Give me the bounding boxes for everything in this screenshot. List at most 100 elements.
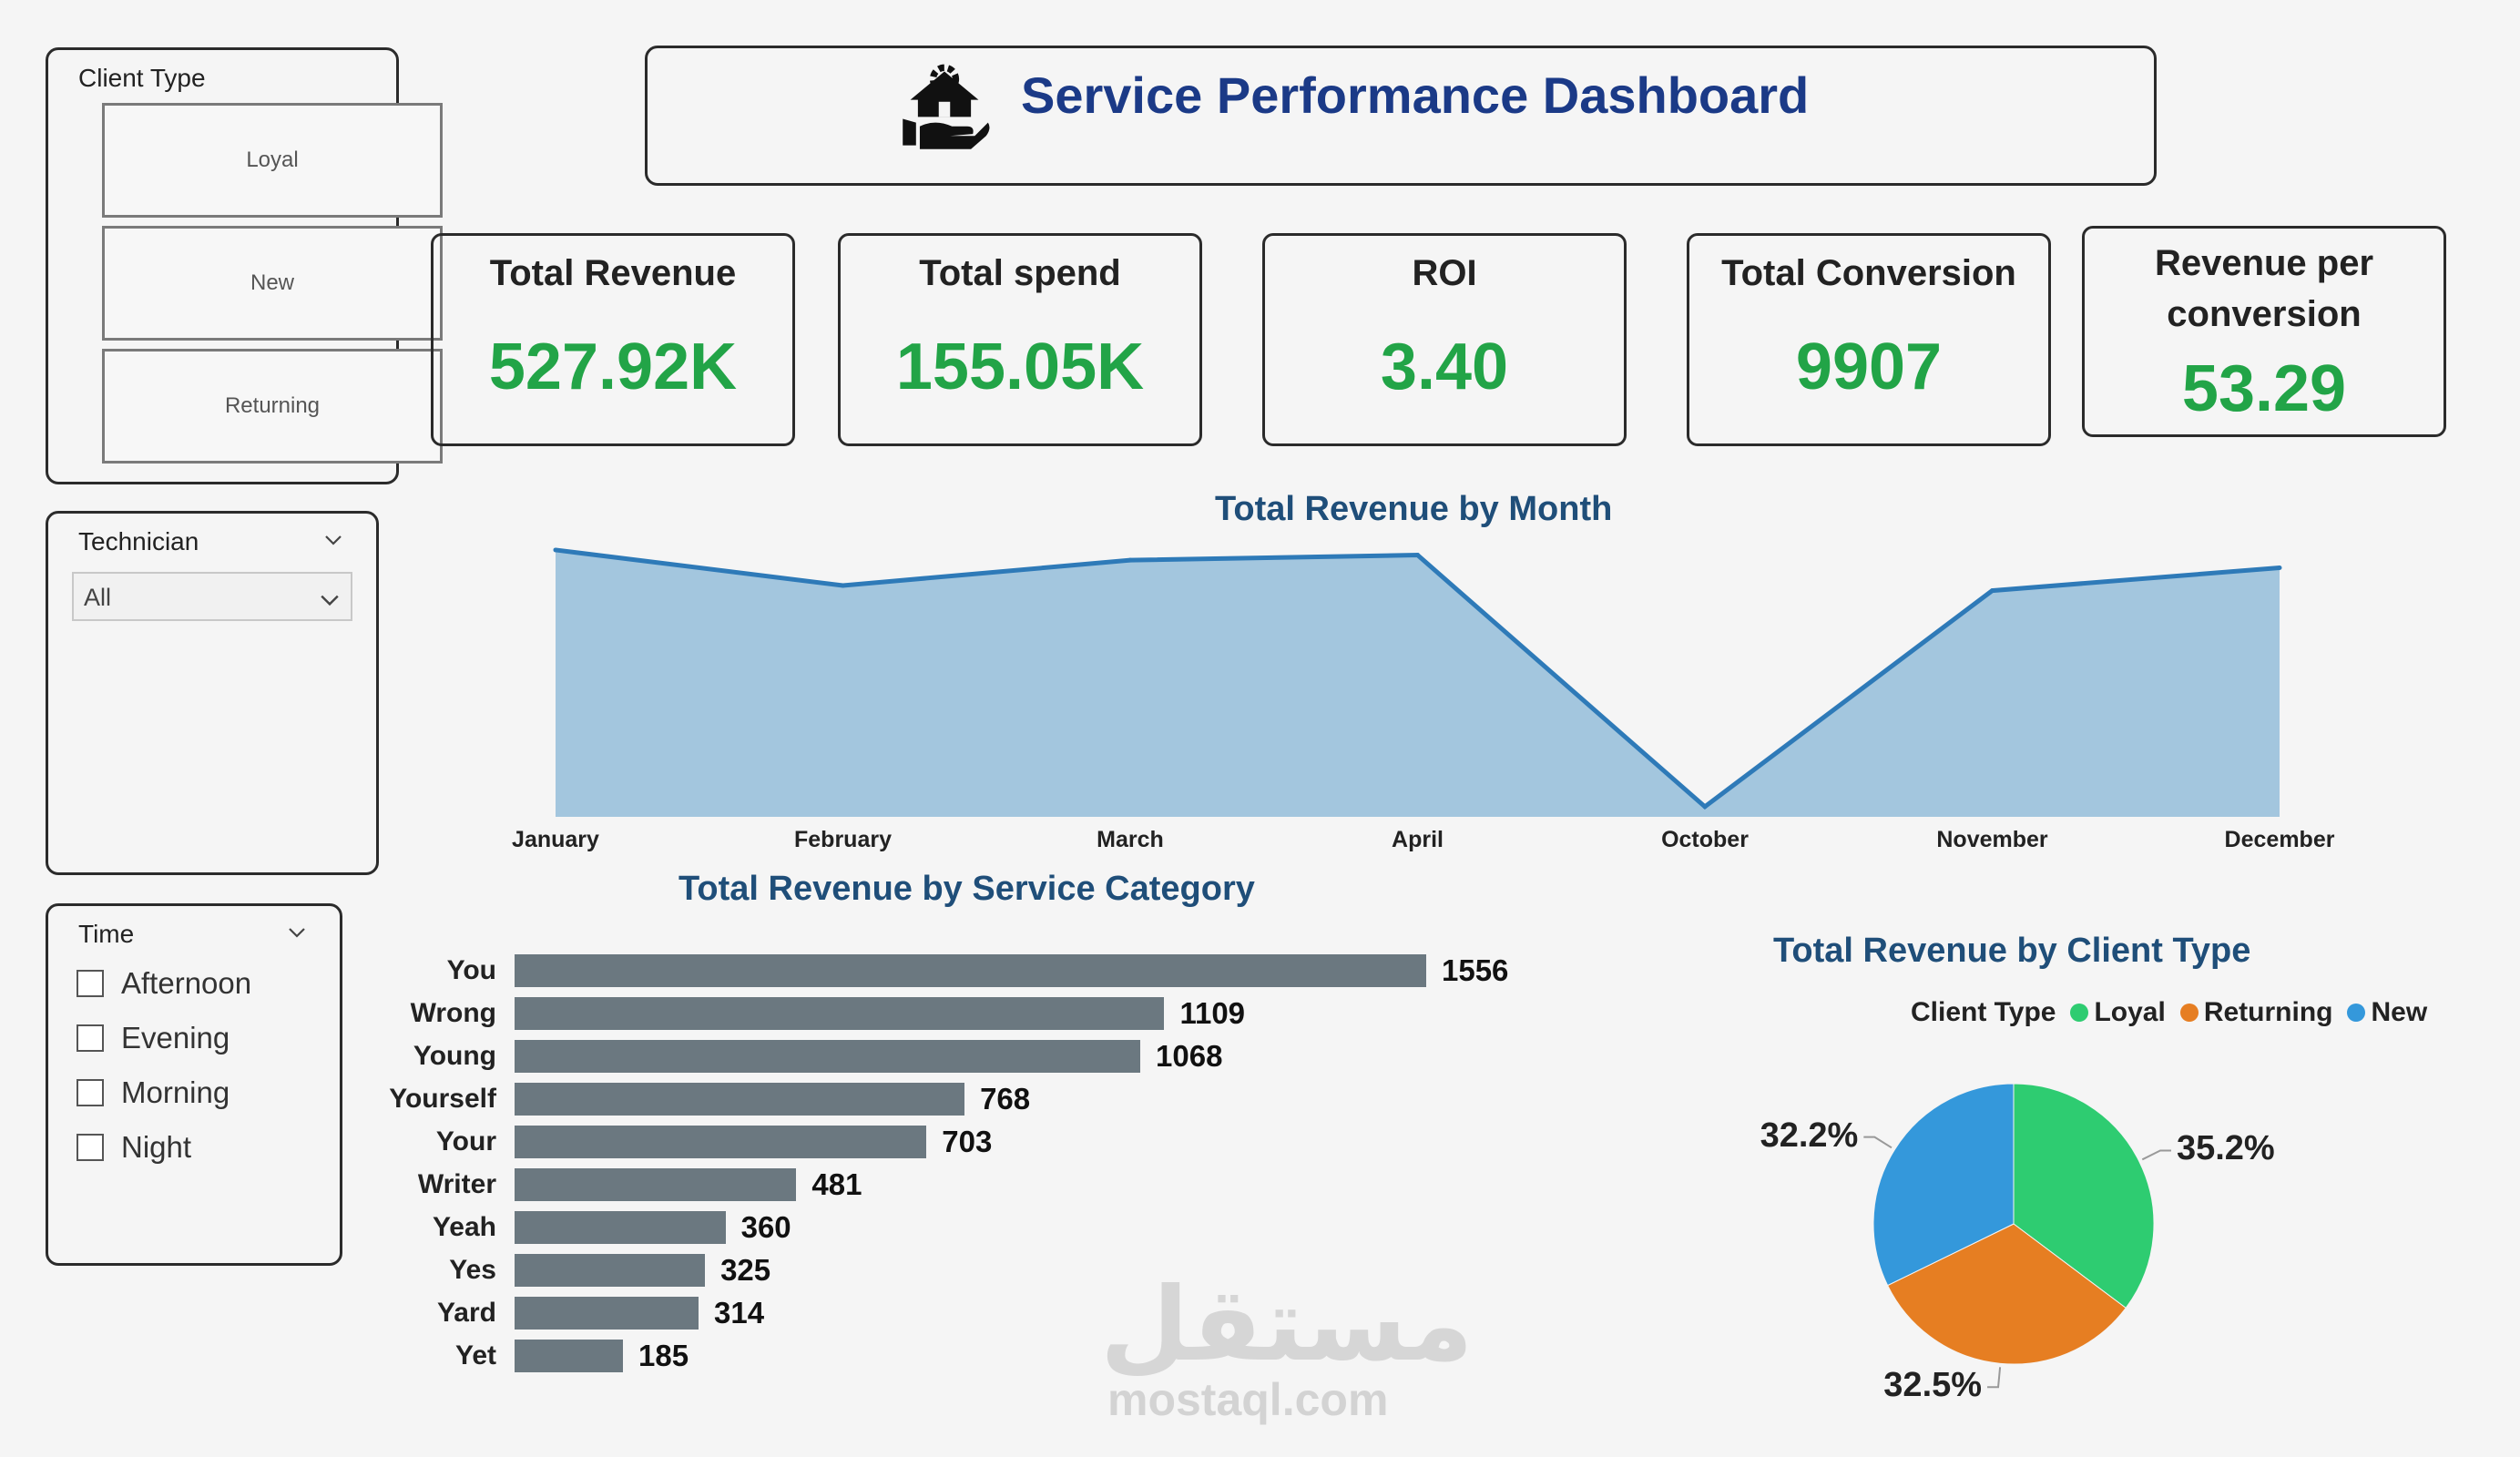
chevron-down-icon	[320, 588, 340, 608]
header-panel	[645, 46, 2157, 186]
bar-category-label: Your	[435, 1126, 496, 1156]
area-point-november[interactable]	[1990, 588, 1995, 594]
kpi-title: Total Conversion	[1721, 253, 2016, 293]
x-tick-label: April	[1392, 827, 1444, 852]
kpi-value: 155.05K	[895, 331, 1145, 403]
bar-value-label: 703	[942, 1125, 993, 1158]
kpi-total-spend: Total spend 155.05K	[838, 233, 1202, 446]
chevron-down-icon[interactable]	[324, 531, 342, 549]
bar-yourself[interactable]	[515, 1083, 965, 1116]
checkbox[interactable]	[77, 1024, 104, 1052]
bar-category-label: Yourself	[389, 1084, 496, 1114]
kpi-roi: ROI 3.40	[1262, 233, 1627, 446]
bar-category-label: Wrong	[410, 998, 496, 1028]
bar-category-label: Young	[413, 1041, 496, 1071]
pie-slice-new[interactable]	[1872, 1083, 2015, 1287]
time-option-label: Afternoon	[121, 966, 252, 1000]
client-type-tile-loyal[interactable]: Loyal	[102, 103, 443, 218]
bar-category-label: Yes	[449, 1255, 496, 1285]
area-chart	[553, 547, 2282, 817]
bar-category-label: Yard	[436, 1298, 496, 1328]
pie-chart-title: Total Revenue by Client Type	[1773, 932, 2251, 970]
time-option-label: Night	[121, 1130, 192, 1164]
client-type-slicer-title: Client Type	[78, 64, 206, 92]
pie-leader-line	[1987, 1367, 2002, 1389]
area-chart-title: Total Revenue by Month	[1215, 490, 1613, 528]
kpi-value: 527.92K	[488, 331, 738, 403]
legend-dot-loyal	[2070, 1004, 2089, 1022]
house-in-hand-icon	[897, 60, 992, 155]
bar-young[interactable]	[515, 1040, 1141, 1073]
x-tick-label: March	[1097, 827, 1164, 852]
bar-value-label: 325	[720, 1253, 771, 1287]
bar-yet[interactable]	[515, 1340, 623, 1372]
bar-yard[interactable]	[515, 1297, 699, 1330]
bar-category-label: Yet	[454, 1340, 496, 1370]
chevron-down-icon[interactable]	[288, 923, 306, 942]
checkbox[interactable]	[77, 970, 104, 997]
kpi-total-revenue: Total Revenue 527.92K	[431, 233, 795, 446]
kpi-title-line2: conversion	[2167, 294, 2362, 334]
pie-leader-line	[1863, 1136, 1893, 1149]
watermark-latin: mostaql.com	[1107, 1374, 1389, 1425]
page-title: Service Performance Dashboard	[1021, 66, 1810, 124]
bar-you[interactable]	[515, 954, 1426, 987]
time-option-night[interactable]: Night	[77, 1130, 191, 1165]
kpi-value: 9907	[1795, 331, 1943, 403]
client-type-tile-new[interactable]: New	[102, 226, 443, 341]
x-tick-label: November	[1936, 827, 2048, 852]
area-point-october[interactable]	[1702, 804, 1708, 810]
technician-dropdown[interactable]: All	[72, 572, 352, 621]
bar-value-label: 1556	[1442, 953, 1509, 987]
time-option-evening[interactable]: Evening	[77, 1021, 230, 1055]
pie-slice-returning[interactable]	[1886, 1223, 2127, 1365]
bar-category-label: Yeah	[432, 1212, 496, 1242]
area-point-april[interactable]	[1415, 553, 1420, 558]
checkbox[interactable]	[77, 1134, 104, 1161]
bar-value-label: 1109	[1179, 996, 1246, 1030]
kpi-title: ROI	[1412, 253, 1477, 293]
bar-yeah[interactable]	[515, 1211, 726, 1244]
time-option-morning[interactable]: Morning	[77, 1075, 230, 1110]
technician-slicer-title: Technician	[78, 527, 199, 555]
area-point-february[interactable]	[841, 583, 845, 588]
legend-dot-returning	[2179, 1004, 2199, 1022]
bar-chart-title: Total Revenue by Service Category	[678, 870, 1255, 908]
bar-your[interactable]	[515, 1126, 927, 1158]
legend-item-returning[interactable]: Returning	[2203, 997, 2333, 1027]
bar-value-label: 768	[980, 1082, 1031, 1116]
kpi-title: Total spend	[919, 253, 1121, 293]
area-point-march[interactable]	[1127, 557, 1133, 563]
time-option-afternoon[interactable]: Afternoon	[77, 966, 251, 1001]
bar-category-label: You	[446, 955, 496, 985]
area-fill	[556, 549, 2280, 817]
legend-item-loyal[interactable]: Loyal	[2094, 997, 2166, 1027]
bar-wrong[interactable]	[515, 997, 1165, 1030]
bar-writer[interactable]	[515, 1168, 797, 1201]
client-type-tile-returning[interactable]: Returning	[102, 349, 443, 464]
bar-yes[interactable]	[515, 1254, 706, 1287]
legend-title: Client Type	[1911, 997, 2056, 1027]
kpi-value: 3.40	[1380, 331, 1509, 403]
kpi-total-conversion: Total Conversion 9907	[1687, 233, 2051, 446]
kpi-revenue-per-conversion: Revenue per conversion 53.29	[2082, 226, 2446, 437]
x-tick-label: January	[512, 827, 599, 852]
legend-item-new[interactable]: New	[2371, 997, 2428, 1027]
pie-slice-loyal[interactable]	[2013, 1083, 2155, 1309]
pie-percent-label: 35.2%	[2176, 1129, 2275, 1168]
bar-value-label: 360	[740, 1210, 791, 1244]
technician-dropdown-value: All	[84, 584, 112, 611]
kpi-value: 53.29	[2181, 352, 2347, 425]
x-tick-label: October	[1661, 827, 1749, 852]
technician-slicer	[46, 511, 379, 875]
bar-value-label: 481	[811, 1167, 862, 1201]
area-point-december[interactable]	[2277, 565, 2282, 570]
time-option-label: Morning	[121, 1075, 230, 1109]
kpi-title: Total Revenue	[489, 253, 737, 293]
time-slicer-title: Time	[78, 920, 135, 948]
pie-leader-line	[2141, 1149, 2171, 1161]
bar-category-label: Writer	[417, 1169, 496, 1199]
checkbox[interactable]	[77, 1079, 104, 1106]
area-point-january[interactable]	[553, 547, 558, 553]
